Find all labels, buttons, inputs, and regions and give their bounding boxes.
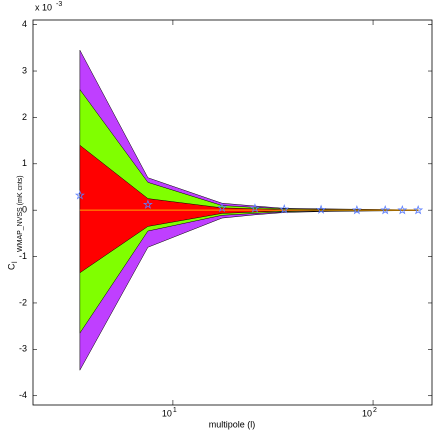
- x-tick-label: 10: [362, 408, 372, 418]
- data-point: [380, 204, 391, 215]
- data-point: [413, 204, 424, 215]
- data-point: [142, 199, 153, 209]
- y-scale-exponent: -3: [56, 1, 62, 8]
- y-label-main: C: [6, 263, 16, 270]
- data-point: [249, 203, 260, 213]
- y-tick-label: 1: [22, 158, 27, 168]
- y-tick-label: -2: [19, 297, 27, 307]
- data-point: [316, 204, 327, 214]
- x-tick-exponent: 2: [373, 407, 377, 414]
- y-tick-label: 0: [22, 205, 27, 215]
- data-point: [74, 190, 85, 200]
- y-tick-label: 2: [22, 112, 27, 122]
- x-tick-exponent: 1: [173, 407, 177, 414]
- axes-frame: [32, 19, 433, 406]
- y-tick-label: -4: [19, 390, 27, 400]
- y-tick-label: -1: [19, 251, 27, 261]
- plot-area: [74, 50, 424, 371]
- y-tick-label: 3: [22, 65, 27, 75]
- data-point: [397, 204, 408, 215]
- y-label-rest: WMAP_NVSS (mK cnts): [17, 175, 24, 252]
- y-label-sub: l: [12, 261, 19, 263]
- y-tick-label: 4: [22, 19, 27, 29]
- y-scale-label: x 10: [35, 2, 52, 12]
- y-tick-label: -3: [19, 344, 27, 354]
- data-point: [279, 204, 290, 214]
- x-tick-label: 10: [162, 408, 172, 418]
- x-axis-label: multipole (l): [209, 419, 256, 429]
- data-point: [217, 202, 228, 213]
- data-point: [351, 204, 362, 215]
- y-axis-label: C l WMAP_NVSS (mK cnts): [6, 175, 23, 270]
